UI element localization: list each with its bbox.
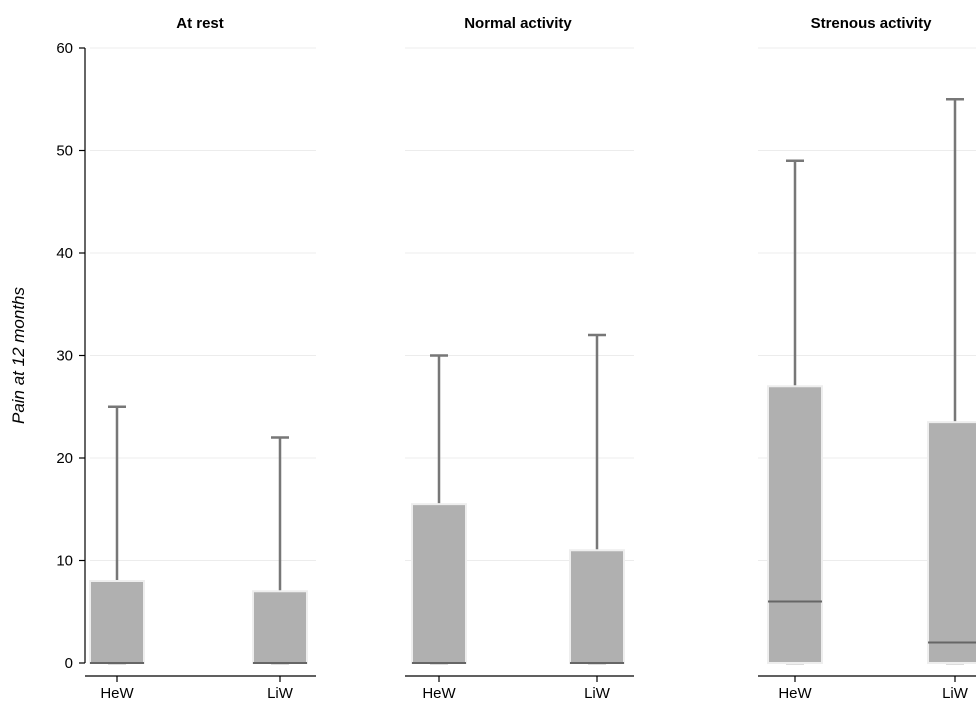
panel-title: At rest — [176, 15, 224, 32]
y-axis-label: Pain at 12 months — [9, 286, 28, 424]
y-tick-label: 0 — [65, 655, 73, 672]
x-tick-label: LiW — [942, 685, 969, 702]
panel-title: Normal activity — [464, 15, 572, 32]
box-hew — [411, 503, 467, 664]
box-liw — [252, 590, 308, 664]
y-tick-label: 20 — [56, 450, 73, 467]
y-tick-label: 30 — [56, 348, 73, 365]
x-tick-label: HeW — [100, 685, 134, 702]
y-tick-label: 60 — [56, 40, 73, 57]
x-tick-label: LiW — [267, 685, 294, 702]
box-liw — [569, 549, 625, 664]
box-liw — [927, 421, 976, 664]
panel-title: Strenous activity — [811, 15, 933, 32]
x-tick-label: HeW — [778, 685, 812, 702]
x-tick-label: LiW — [584, 685, 611, 702]
box-hew — [89, 580, 145, 664]
x-tick-label: HeW — [422, 685, 456, 702]
y-tick-label: 10 — [56, 553, 73, 570]
box-hew — [767, 385, 823, 664]
y-tick-label: 50 — [56, 143, 73, 160]
y-tick-label: 40 — [56, 245, 73, 262]
